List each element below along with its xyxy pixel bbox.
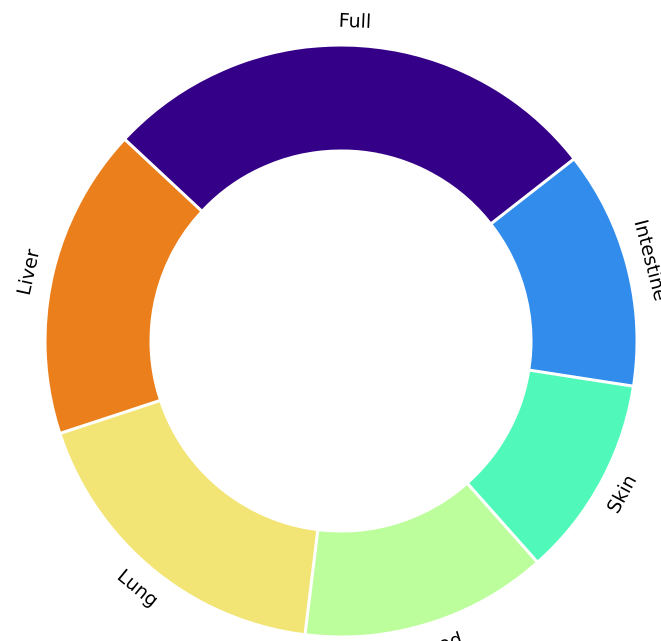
slice-full: [122, 43, 577, 227]
slice-liver: [43, 137, 205, 436]
label-blood: Blood: [407, 628, 465, 641]
label-intestine: Intestine: [630, 217, 661, 303]
donut-slices: [43, 43, 639, 639]
label-skin: Skin: [603, 471, 642, 517]
label-full: Full: [338, 10, 371, 33]
slice-lung: [57, 398, 320, 637]
label-liver: Liver: [13, 247, 45, 297]
